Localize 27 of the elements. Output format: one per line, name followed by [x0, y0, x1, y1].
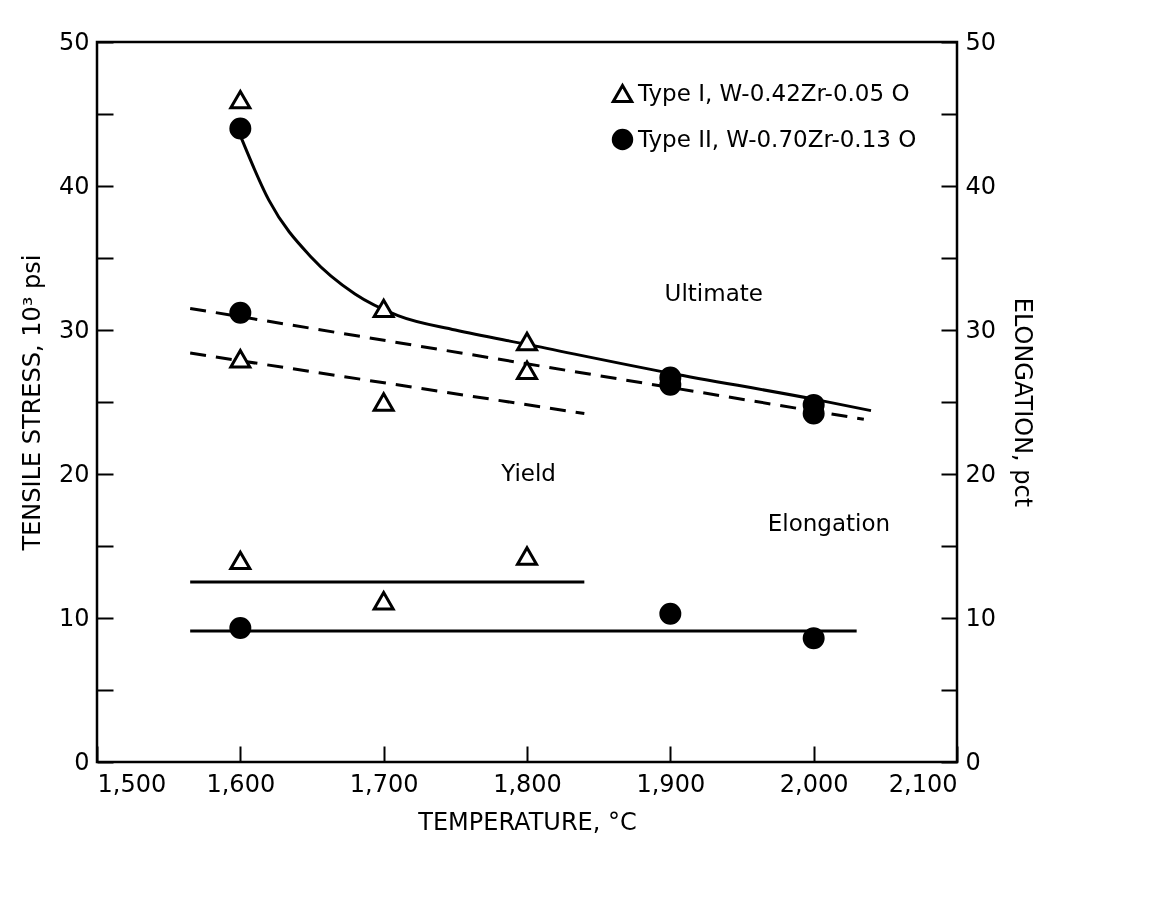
y2-tick-label: 20	[965, 459, 997, 488]
y2-tick-label: 50	[965, 27, 997, 56]
legend-label: Type II, W-0.70Zr-0.13 O	[637, 125, 917, 152]
x-tick-label: 1,900	[636, 769, 706, 798]
y2-tick-label: 40	[965, 171, 997, 200]
y2-tick-label: 10	[965, 603, 997, 632]
annotation: Ultimate	[664, 280, 763, 306]
x-tick-label: 1,500	[97, 769, 167, 798]
annotation: Yield	[500, 460, 556, 486]
y-tick-label: 0	[74, 747, 90, 776]
y-tick-label: 20	[58, 459, 90, 488]
y-tick-label: 30	[58, 315, 90, 344]
x-axis-title: TEMPERATURE, °C	[417, 807, 637, 836]
x-tick-label: 1,800	[493, 769, 562, 798]
legend-label: Type I, W-0.42Zr-0.05 O	[637, 79, 910, 106]
x-tick-label: 2,000	[779, 769, 849, 798]
y-tick-label: 50	[58, 27, 90, 56]
y-tick-label: 10	[58, 603, 90, 632]
y-tick-label: 40	[58, 171, 90, 200]
y-axis-title: TENSILE STRESS, 10³ psi	[17, 254, 46, 552]
x-tick-label: 1,700	[349, 769, 419, 798]
y2-tick-label: 0	[965, 747, 981, 776]
x-tick-label: 1,600	[206, 769, 276, 798]
y2-axis-title: ELONGATION, pct	[1009, 297, 1038, 508]
annotation: Elongation	[767, 510, 891, 537]
y2-tick-label: 30	[965, 315, 997, 344]
x-tick-label: 2,100	[888, 769, 958, 798]
